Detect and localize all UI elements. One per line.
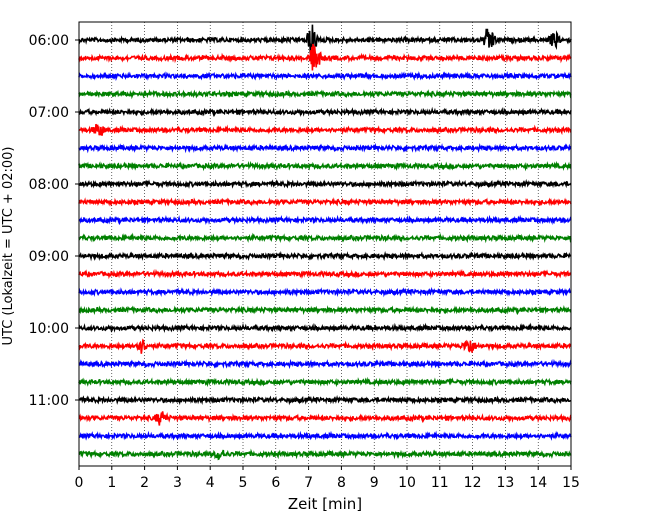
x-tick-label: 11	[431, 475, 449, 491]
trace-line	[78, 106, 572, 118]
trace-line	[78, 430, 572, 441]
x-tick-label: 9	[370, 475, 379, 491]
trace-line	[78, 43, 572, 71]
trace-line	[78, 178, 572, 190]
x-tick-label: 7	[304, 475, 313, 491]
trace-line	[78, 89, 572, 100]
x-tick-label: 5	[239, 475, 248, 491]
trace-line	[78, 160, 572, 172]
trace-line	[78, 305, 572, 316]
trace-line	[78, 394, 572, 406]
trace-line	[78, 71, 572, 82]
x-axis-ticks: 0 1 2 3 4 5 6 7 8 9 10 11 12 13 14 15	[75, 466, 580, 491]
y-axis-label: UTC (Lokalzeit = UTC + 02:00)	[1, 147, 16, 346]
plot-frame	[78, 21, 572, 467]
trace-line	[78, 197, 572, 208]
y-axis-ticks: 06:00 07:00 08:00 09:00 10:00 11:00	[29, 33, 79, 409]
y-tick-label: 07:00	[29, 105, 69, 121]
trace-line	[78, 448, 572, 461]
y-tick-label: 08:00	[29, 177, 69, 193]
x-tick-label: 4	[206, 475, 215, 491]
y-tick-label: 09:00	[29, 249, 69, 265]
trace-line	[78, 142, 572, 154]
trace-line	[78, 214, 572, 226]
x-tick-label: 15	[562, 475, 580, 491]
x-tick-label: 12	[464, 475, 482, 491]
trace-line	[78, 250, 572, 262]
x-tick-label: 13	[496, 475, 514, 491]
y-tick-label: 06:00	[29, 33, 69, 49]
x-tick-label: 6	[271, 475, 280, 491]
x-axis-label: Zeit [min]	[288, 495, 362, 513]
trace-line	[78, 376, 572, 388]
trace-line	[78, 358, 572, 370]
x-tick-label: 14	[529, 475, 547, 491]
trace-line	[78, 232, 572, 244]
trace-group	[78, 24, 572, 461]
x-tick-label: 1	[107, 475, 116, 491]
x-tick-label: 0	[75, 475, 84, 491]
y-tick-label: 11:00	[29, 393, 69, 409]
trace-line	[78, 322, 572, 334]
trace-line	[78, 338, 572, 354]
x-tick-label: 8	[337, 475, 346, 491]
trace-line	[78, 286, 572, 298]
x-tick-label: 3	[173, 475, 182, 491]
trace-line	[78, 268, 572, 280]
trace-line	[78, 411, 572, 426]
trace-line	[78, 24, 572, 54]
trace-line	[78, 123, 572, 136]
x-tick-label: 2	[140, 475, 149, 491]
x-tick-label: 10	[398, 475, 416, 491]
y-tick-label: 10:00	[29, 321, 69, 337]
